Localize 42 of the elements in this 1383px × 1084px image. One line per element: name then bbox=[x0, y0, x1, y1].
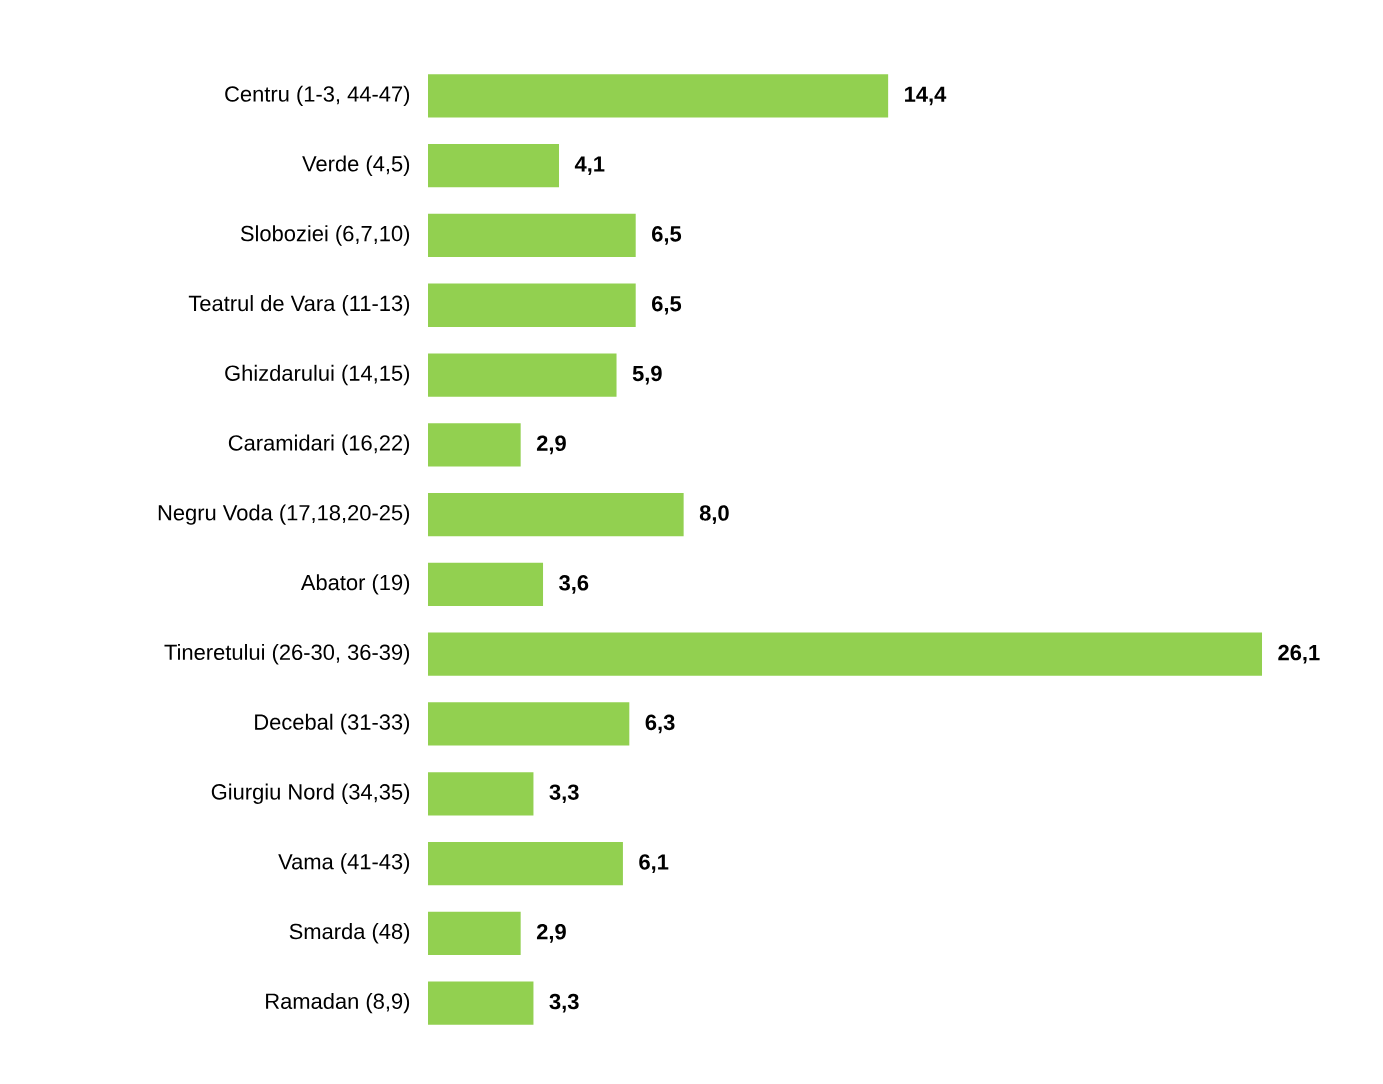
data-label: 5,9 bbox=[632, 365, 662, 385]
y-tick-label: Sloboziei (6,7,10) bbox=[240, 225, 410, 246]
bar bbox=[428, 981, 534, 1025]
y-tick-label: Negru Voda (17,18,20-25) bbox=[158, 504, 410, 525]
y-tick-label: Giurgiu Nord (34,35) bbox=[211, 783, 410, 804]
bar bbox=[428, 492, 684, 537]
y-tick-label: Caramidari (16,22) bbox=[228, 434, 410, 456]
data-label: 6,1 bbox=[639, 854, 669, 873]
bar bbox=[428, 353, 617, 397]
bar bbox=[428, 213, 636, 258]
data-label: 6,3 bbox=[645, 714, 675, 734]
y-tick-label: Ramadan (8,9) bbox=[266, 992, 410, 1014]
y-tick-label: Centru (1-3, 44-47) bbox=[225, 85, 410, 107]
bar bbox=[428, 423, 521, 467]
bar bbox=[428, 74, 889, 118]
data-label: 2,9 bbox=[536, 435, 566, 455]
y-tick-label: Ghizdarului (14,15) bbox=[225, 364, 410, 386]
data-label: 4,1 bbox=[574, 156, 605, 175]
bar bbox=[428, 772, 534, 816]
y-tick-label: Tineretului (26-30, 36-39) bbox=[164, 643, 410, 665]
y-tick-label: Decebal (31-33) bbox=[255, 713, 410, 735]
y-tick-label: Vama (41-43) bbox=[278, 853, 410, 874]
y-tick-label: Abator (19) bbox=[300, 574, 410, 595]
data-label: 3,3 bbox=[549, 993, 579, 1013]
y-tick-label: Smarda (48) bbox=[289, 923, 410, 944]
bar bbox=[428, 841, 623, 886]
data-label: 3,3 bbox=[549, 784, 579, 804]
data-label: 14,4 bbox=[905, 86, 947, 106]
bar bbox=[428, 283, 636, 327]
bar bbox=[428, 632, 1263, 676]
data-label: 6,5 bbox=[652, 295, 682, 315]
data-label: 6,5 bbox=[652, 226, 682, 245]
data-label: 3,6 bbox=[559, 575, 589, 594]
data-label: 8,0 bbox=[699, 505, 729, 524]
y-tick-label: Teatrul de Vara (11-13) bbox=[188, 295, 410, 316]
data-label: 26,1 bbox=[1278, 644, 1320, 664]
data-label: 2,9 bbox=[536, 923, 566, 943]
bar bbox=[428, 562, 544, 607]
y-tick-label: Verde (4,5) bbox=[302, 155, 410, 176]
bar bbox=[428, 911, 521, 955]
bar bbox=[428, 702, 630, 746]
bar bbox=[428, 144, 560, 188]
